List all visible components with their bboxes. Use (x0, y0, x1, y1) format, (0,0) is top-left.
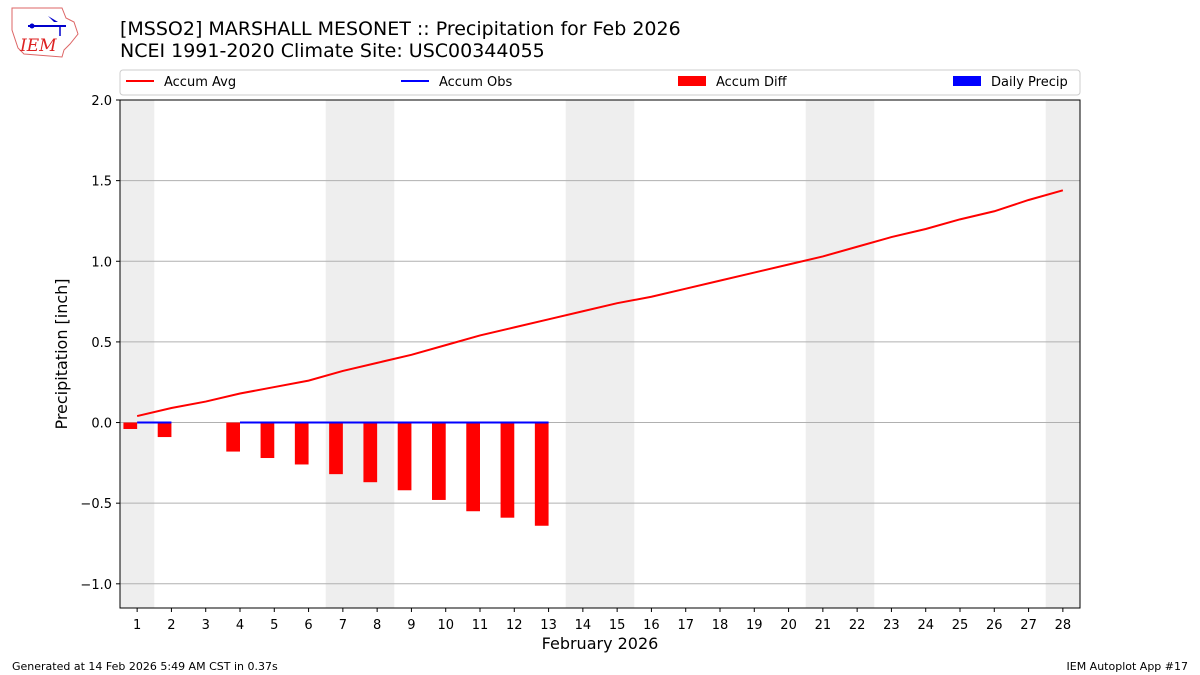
weekend-shade (1045, 100, 1080, 608)
legend-label-accum-obs: Accum Obs (439, 75, 512, 90)
line-accum-avg (136, 189, 1064, 418)
bar-accum-diff (500, 422, 515, 518)
weekend-shade (565, 100, 635, 608)
x-axis-label: February 2026 (542, 634, 659, 653)
x-tick-label: 6 (304, 618, 312, 633)
x-tick-label: 15 (609, 618, 626, 633)
bar-accum-diff (260, 422, 275, 459)
plot-area: −1.0−0.50.00.51.01.52.01 2 3 4 5 6 7 8 9 10 11 12 13… (80, 94, 1081, 633)
x-tick-label: 27 (1020, 618, 1037, 633)
x-tick-label: 16 (643, 618, 660, 633)
x-tick-label: 3 (202, 618, 210, 633)
y-tick-label: −1.0 (80, 578, 112, 593)
y-tick-label: 1.0 (91, 255, 112, 270)
legend-label-accum-diff: Accum Diff (716, 75, 788, 90)
footer-generated: Generated at 14 Feb 2026 5:49 AM CST in … (12, 660, 278, 673)
y-tick-label: 1.5 (91, 175, 112, 190)
x-tick-label: 2 (167, 618, 175, 633)
legend-swatch-accum-diff (678, 76, 706, 86)
x-tick-label: 8 (373, 618, 381, 633)
x-tick-label: 18 (712, 618, 729, 633)
bar-accum-diff (123, 422, 138, 429)
weekend-shade (805, 100, 875, 608)
legend-label-accum-avg: Accum Avg (164, 75, 236, 90)
legend: Accum Avg Accum Obs Accum Diff Daily Pre… (119, 69, 1081, 96)
x-tick-label: 20 (780, 618, 797, 633)
x-tick-label: 4 (236, 618, 244, 633)
y-tick-label: 0.5 (91, 336, 112, 351)
x-tick-label: 24 (917, 618, 934, 633)
x-tick-label: 17 (677, 618, 694, 633)
legend-label-daily-precip: Daily Precip (991, 75, 1068, 90)
x-tick-label: 10 (437, 618, 454, 633)
plot-frame (119, 99, 1081, 609)
bar-accum-diff (397, 422, 412, 491)
x-tick-label: 14 (575, 618, 592, 633)
weekend-shade (325, 100, 395, 608)
logo-text: IEM (19, 36, 57, 56)
x-tick-label: 1 (133, 618, 141, 633)
bar-accum-diff (329, 422, 343, 475)
x-tick-label: 9 (407, 618, 415, 633)
chart-subtitle: NCEI 1991-2020 Climate Site: USC00344055 (120, 40, 545, 62)
x-tick-label: 7 (339, 618, 347, 633)
x-tick-label: 13 (540, 618, 557, 633)
x-tick-label: 11 (472, 618, 489, 633)
y-axis-label: Precipitation [inch] (52, 278, 71, 429)
x-tick-label: 25 (952, 618, 969, 633)
iem-logo: IEM (11, 7, 79, 58)
y-tick-label: 0.0 (91, 417, 112, 432)
bar-accum-diff (432, 422, 446, 500)
legend-swatch-daily-precip (953, 76, 981, 86)
x-tick-label: 26 (986, 618, 1003, 633)
bar-accum-diff (466, 422, 480, 512)
x-tick-label: 5 (270, 618, 278, 633)
x-tick-label: 22 (849, 618, 866, 633)
bar-accum-diff (363, 422, 378, 483)
x-tick-label: 23 (883, 618, 900, 633)
chart-title: [MSSO2] MARSHALL MESONET :: Precipitatio… (120, 18, 681, 40)
bar-accum-diff (294, 422, 309, 465)
x-tick-label: 12 (506, 618, 523, 633)
bar-accum-diff (157, 422, 172, 438)
footer-app: IEM Autoplot App #17 (1067, 660, 1189, 673)
x-tick-label: 28 (1055, 618, 1072, 633)
y-tick-label: 2.0 (91, 94, 112, 109)
bar-accum-diff (534, 422, 549, 526)
x-tick-label: 21 (815, 618, 832, 633)
weekend-shade (120, 100, 155, 608)
y-tick-label: −0.5 (80, 497, 112, 512)
bar-accum-diff (226, 422, 240, 452)
x-tick-label: 19 (746, 618, 763, 633)
